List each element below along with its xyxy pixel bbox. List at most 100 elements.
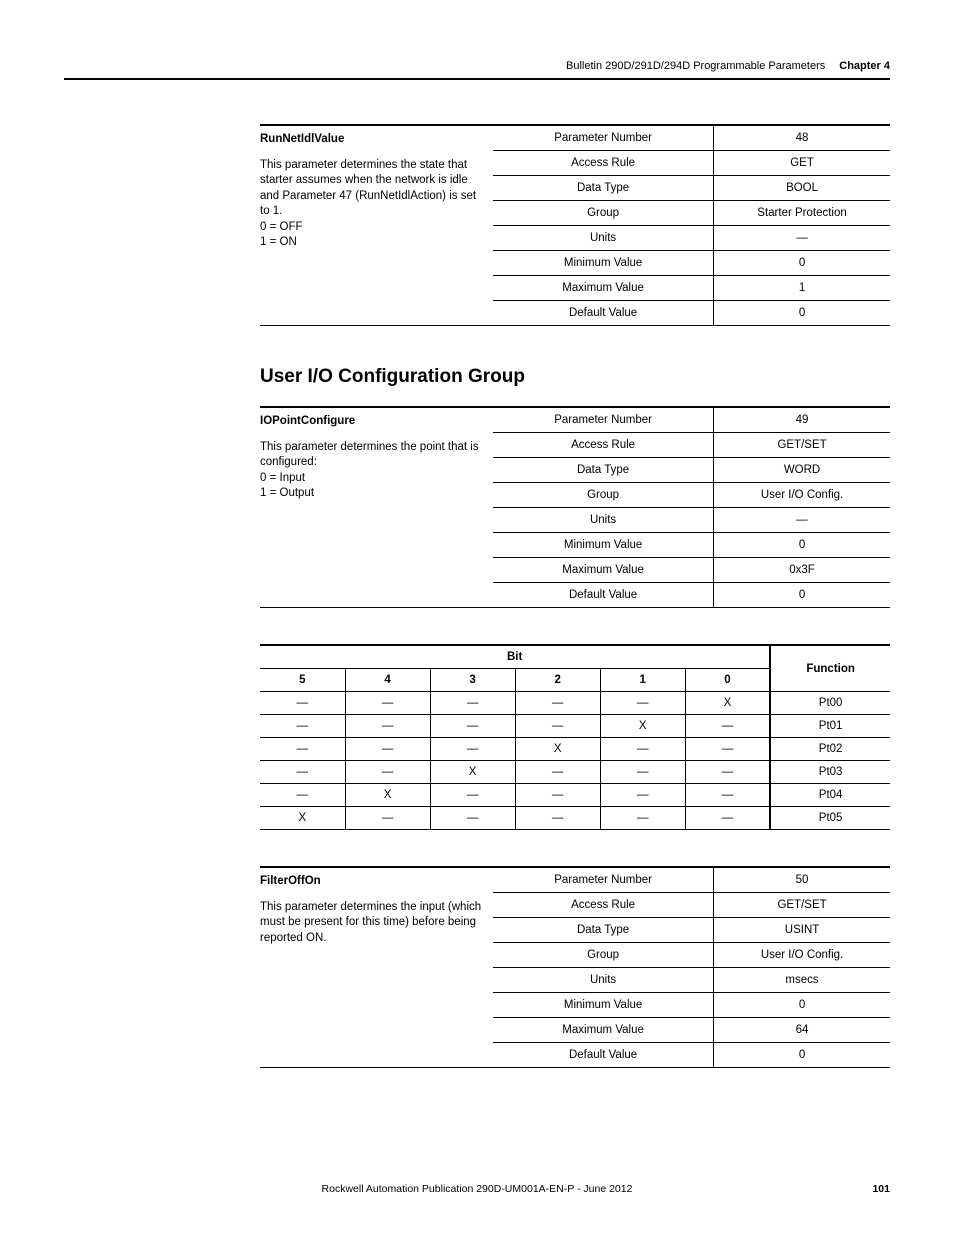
param50-row6-label: Maximum Value xyxy=(493,1018,714,1043)
bit-cell: — xyxy=(515,807,600,830)
param50-desc: This parameter determines the input (whi… xyxy=(260,901,481,944)
section-title: User I/O Configuration Group xyxy=(260,366,890,388)
param49-row4-label: Units xyxy=(493,508,714,533)
param50-row7-label: Default Value xyxy=(493,1043,714,1068)
bit-cell: X xyxy=(260,807,345,830)
bit-cell: — xyxy=(685,784,770,807)
param49-row6-label: Maximum Value xyxy=(493,558,714,583)
param48-row7-value: 0 xyxy=(714,301,890,326)
bit-cell: — xyxy=(600,692,685,715)
param-table-50: FilterOffOn This parameter determines th… xyxy=(260,866,890,1068)
bit-cell: — xyxy=(515,761,600,784)
bit-cell: — xyxy=(430,807,515,830)
bit-cell: — xyxy=(430,692,515,715)
param48-row4-label: Units xyxy=(493,226,714,251)
page-header: Bulletin 290D/291D/294D Programmable Par… xyxy=(64,60,890,80)
bit-cell: — xyxy=(515,784,600,807)
bit-func: Pt05 xyxy=(770,807,890,830)
param49-row7-label: Default Value xyxy=(493,583,714,608)
param49-row2-label: Data Type xyxy=(493,458,714,483)
bit-col-0: 0 xyxy=(685,669,770,692)
param48-row3-value: Starter Protection xyxy=(714,201,890,226)
bit-col-4: 4 xyxy=(345,669,430,692)
param50-row4-value: msecs xyxy=(714,968,890,993)
bit-cell: — xyxy=(345,738,430,761)
param48-row6-value: 1 xyxy=(714,276,890,301)
param48-row3-label: Group xyxy=(493,201,714,226)
bit-cell: — xyxy=(260,738,345,761)
param49-desc: This parameter determines the point that… xyxy=(260,441,479,500)
param48-desc: This parameter determines the state that… xyxy=(260,159,476,249)
param50-row5-value: 0 xyxy=(714,993,890,1018)
param-table-49: IOPointConfigure This parameter determin… xyxy=(260,406,890,608)
param50-row1-label: Access Rule xyxy=(493,893,714,918)
bit-func: Pt00 xyxy=(770,692,890,715)
param50-row2-value: USINT xyxy=(714,918,890,943)
bit-col-5: 5 xyxy=(260,669,345,692)
bit-header: Bit xyxy=(260,645,770,669)
bit-cell: X xyxy=(685,692,770,715)
bit-col-1: 1 xyxy=(600,669,685,692)
param49-row2-value: WORD xyxy=(714,458,890,483)
bit-cell: X xyxy=(600,715,685,738)
param48-desc-cell: RunNetIdlValue This parameter determines… xyxy=(260,125,493,326)
bit-func: Pt03 xyxy=(770,761,890,784)
param-table-48: RunNetIdlValue This parameter determines… xyxy=(260,124,890,326)
bit-cell: — xyxy=(430,738,515,761)
param48-row0-value: 48 xyxy=(714,125,890,151)
bit-cell: — xyxy=(260,784,345,807)
function-header: Function xyxy=(770,645,890,692)
param48-row5-label: Minimum Value xyxy=(493,251,714,276)
bit-func: Pt02 xyxy=(770,738,890,761)
param49-name: IOPointConfigure xyxy=(260,414,483,430)
param48-row1-label: Access Rule xyxy=(493,151,714,176)
param49-desc-cell: IOPointConfigure This parameter determin… xyxy=(260,407,493,608)
bit-cell: — xyxy=(600,738,685,761)
param50-name: FilterOffOn xyxy=(260,874,483,890)
param49-row6-value: 0x3F xyxy=(714,558,890,583)
bit-cell: — xyxy=(260,761,345,784)
bit-cell: X xyxy=(515,738,600,761)
bit-cell: — xyxy=(345,692,430,715)
bit-table: Bit Function 5 4 3 2 1 0 —————XPt00 ————… xyxy=(260,644,890,830)
bit-cell: — xyxy=(430,715,515,738)
bit-func: Pt04 xyxy=(770,784,890,807)
bit-cell: — xyxy=(260,715,345,738)
param49-row1-value: GET/SET xyxy=(714,433,890,458)
param49-row1-label: Access Rule xyxy=(493,433,714,458)
param48-row2-value: BOOL xyxy=(714,176,890,201)
param50-row1-value: GET/SET xyxy=(714,893,890,918)
param48-name: RunNetIdlValue xyxy=(260,132,483,148)
param48-row7-label: Default Value xyxy=(493,301,714,326)
param48-row5-value: 0 xyxy=(714,251,890,276)
param50-row0-label: Parameter Number xyxy=(493,867,714,893)
param50-row0-value: 50 xyxy=(714,867,890,893)
bit-cell: — xyxy=(345,715,430,738)
param50-desc-cell: FilterOffOn This parameter determines th… xyxy=(260,867,493,1068)
bit-cell: X xyxy=(345,784,430,807)
param48-row0-label: Parameter Number xyxy=(493,125,714,151)
param50-row3-label: Group xyxy=(493,943,714,968)
param49-row4-value: — xyxy=(714,508,890,533)
bit-cell: — xyxy=(260,692,345,715)
header-chapter: Chapter 4 xyxy=(839,60,890,72)
bit-col-2: 2 xyxy=(515,669,600,692)
bit-cell: — xyxy=(515,692,600,715)
param49-row5-label: Minimum Value xyxy=(493,533,714,558)
param50-row7-value: 0 xyxy=(714,1043,890,1068)
param49-row0-value: 49 xyxy=(714,407,890,433)
bit-col-3: 3 xyxy=(430,669,515,692)
header-breadcrumb: Bulletin 290D/291D/294D Programmable Par… xyxy=(566,60,825,72)
param48-row4-value: — xyxy=(714,226,890,251)
param50-row6-value: 64 xyxy=(714,1018,890,1043)
bit-cell: — xyxy=(685,738,770,761)
bit-cell: — xyxy=(685,807,770,830)
footer-page-number: 101 xyxy=(872,1183,890,1195)
bit-cell: — xyxy=(515,715,600,738)
bit-cell: — xyxy=(600,784,685,807)
bit-cell: — xyxy=(430,784,515,807)
bit-cell: — xyxy=(345,761,430,784)
param49-row3-label: Group xyxy=(493,483,714,508)
bit-func: Pt01 xyxy=(770,715,890,738)
param50-row3-value: User I/O Config. xyxy=(714,943,890,968)
